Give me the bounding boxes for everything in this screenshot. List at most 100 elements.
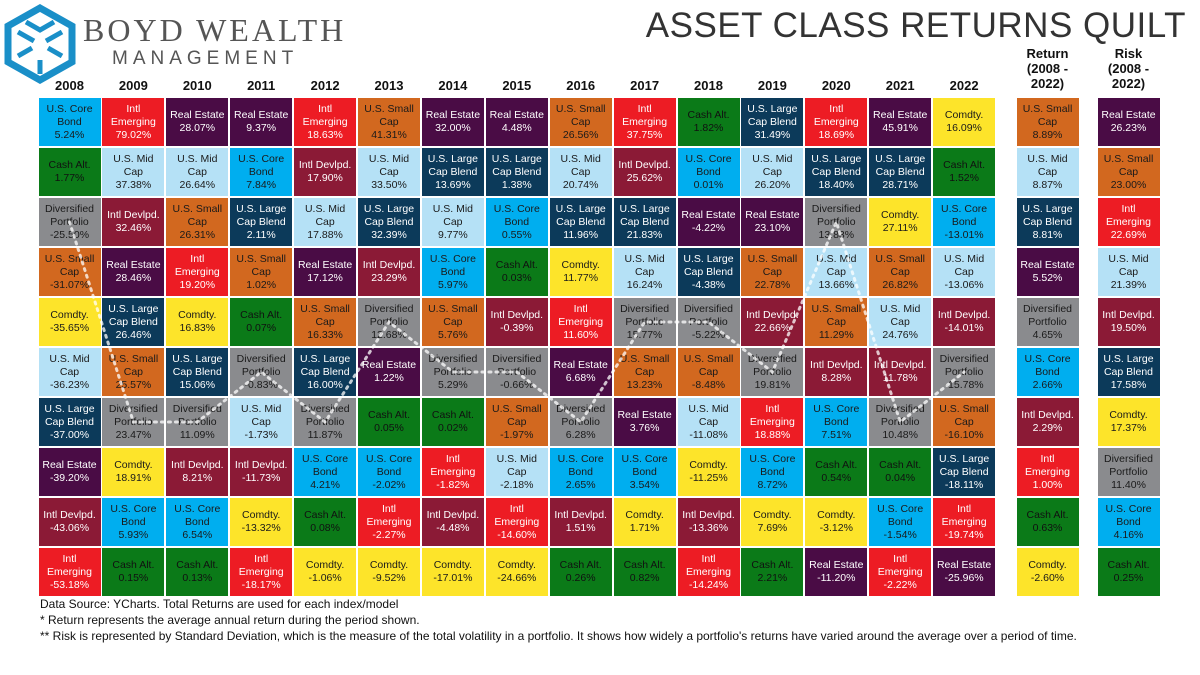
return-value: 17.88% bbox=[307, 228, 343, 241]
return-value: 12.68% bbox=[371, 328, 407, 341]
asset-class-label: Intl Emerging bbox=[1106, 202, 1151, 228]
footnote-return: * Return represents the average annual r… bbox=[40, 613, 420, 627]
asset-class-label: Comdty. bbox=[433, 559, 473, 571]
return-value: 23.00% bbox=[1110, 178, 1147, 191]
asset-class-label: Real Estate bbox=[489, 109, 544, 121]
quilt-cell-dev: Intl Devlpd. -13.36% bbox=[677, 498, 740, 546]
asset-class-label: Cash Alt. bbox=[879, 459, 922, 471]
quilt-cell-dev: Intl Devlpd. -4.48% bbox=[421, 498, 484, 546]
quilt-cell-comdty: Comdty. 18.91% bbox=[102, 448, 165, 496]
return-value: 2.65% bbox=[565, 478, 596, 491]
asset-class-label: Comdty. bbox=[1109, 409, 1148, 421]
asset-class-label: Comdty. bbox=[178, 309, 217, 321]
brand-subtitle: MANAGEMENT bbox=[112, 48, 299, 69]
return-value: 17.12% bbox=[307, 272, 343, 284]
return-value: -37.00% bbox=[49, 428, 90, 441]
quilt-cell-cash: Cash Alt. 0.25% bbox=[1097, 548, 1160, 596]
return-value: 2.21% bbox=[757, 572, 788, 584]
return-value: -16.10% bbox=[944, 428, 984, 441]
return-value: 5.52% bbox=[1032, 272, 1063, 284]
return-value: 26.82% bbox=[882, 278, 918, 291]
quilt-cell-em: Intl Emerging 11.60% bbox=[549, 298, 612, 346]
quilt-cell-mid: U.S. Mid Cap -13.06% bbox=[933, 248, 996, 296]
asset-class-label: Diversified Portfolio bbox=[747, 352, 797, 378]
return-value: -2.27% bbox=[372, 528, 406, 541]
quilt-cell-mid: U.S. Mid Cap 33.50% bbox=[358, 148, 420, 196]
return-value: -13.01% bbox=[944, 228, 984, 241]
return-value: 7.51% bbox=[821, 428, 852, 441]
asset-class-label: U.S. Small Cap bbox=[619, 352, 670, 378]
asset-class-label: Diversified Portfolio bbox=[939, 352, 989, 378]
quilt-cell-re: Real Estate -4.22% bbox=[677, 198, 740, 246]
return-value: 1.00% bbox=[1032, 478, 1063, 491]
quilt-cell-em: Intl Emerging -1.82% bbox=[421, 448, 484, 496]
asset-class-label: Real Estate bbox=[745, 209, 800, 221]
return-value: 24.76% bbox=[882, 328, 918, 341]
quilt-cell-cash: Cash Alt. 0.26% bbox=[549, 548, 612, 596]
asset-class-label: Intl Devlpd. bbox=[490, 309, 544, 321]
return-value: 45.91% bbox=[882, 122, 918, 134]
quilt-cell-large: U.S. Large Cap Blend 2.11% bbox=[230, 198, 293, 246]
asset-class-label: Comdty. bbox=[561, 259, 600, 271]
return-value: 0.02% bbox=[438, 422, 468, 434]
column-header: 2016 bbox=[566, 78, 596, 93]
return-value: 18.40% bbox=[818, 178, 855, 191]
asset-class-label: U.S. Mid Cap bbox=[943, 252, 985, 278]
return-value: 2.66% bbox=[1032, 378, 1063, 391]
return-value: -39.20% bbox=[49, 472, 90, 484]
quilt-cell-cash: Cash Alt. 0.05% bbox=[358, 398, 420, 446]
asset-class-label: Intl Emerging bbox=[174, 252, 220, 278]
asset-class-label: Intl Emerging bbox=[47, 552, 92, 578]
return-value: 17.58% bbox=[1110, 378, 1147, 391]
return-value: 28.07% bbox=[179, 122, 216, 134]
return-value: 17.37% bbox=[1110, 422, 1147, 434]
asset-class-label: Intl Emerging bbox=[1025, 452, 1070, 478]
return-value: 1.71% bbox=[629, 522, 660, 534]
asset-class-label: Intl Devlpd. bbox=[362, 259, 416, 271]
return-value: 0.26% bbox=[565, 572, 596, 584]
return-value: -14.01% bbox=[944, 322, 984, 334]
quilt-cell-mid: U.S. Mid Cap -36.23% bbox=[38, 348, 101, 396]
return-value: 0.05% bbox=[374, 422, 404, 434]
quilt-cell-dev: Intl Devlpd. -0.39% bbox=[485, 298, 548, 346]
return-value: 26.31% bbox=[179, 228, 216, 241]
quilt-cell-mid: U.S. Mid Cap 26.64% bbox=[166, 148, 229, 196]
quilt-cell-div: Diversified Portfolio -25.50% bbox=[38, 198, 101, 246]
return-value: 18.63% bbox=[307, 128, 343, 141]
quilt-cell-comdty: Comdty. -1.06% bbox=[294, 548, 357, 596]
asset-class-label: Real Estate bbox=[42, 459, 97, 471]
asset-class-label: U.S. Small Cap bbox=[108, 352, 159, 378]
return-value: 11.96% bbox=[563, 228, 599, 241]
return-value: -2.02% bbox=[372, 478, 406, 491]
quilt-cell-small: U.S. Small Cap 26.82% bbox=[869, 248, 932, 296]
quilt-cell-large: U.S. Large Cap Blend 11.96% bbox=[549, 198, 612, 246]
asset-class-label: Cash Alt. bbox=[751, 559, 794, 571]
return-value: 6.54% bbox=[182, 528, 213, 541]
quilt-cell-em: Intl Emerging 18.69% bbox=[805, 98, 868, 146]
return-value: -11.25% bbox=[689, 472, 728, 484]
quilt-cell-cash: Cash Alt. 0.15% bbox=[102, 548, 165, 596]
quilt-cell-dev: Intl Devlpd. -11.73% bbox=[230, 448, 293, 496]
quilt-cell-div: Diversified Portfolio 10.48% bbox=[869, 398, 932, 446]
quilt-cell-re: Real Estate -39.20% bbox=[38, 448, 101, 496]
return-value: 6.28% bbox=[565, 428, 596, 441]
quilt-cell-cash: Cash Alt. 0.04% bbox=[869, 448, 932, 496]
return-value: -4.38% bbox=[691, 278, 726, 291]
asset-class-label: U.S. Small Cap bbox=[683, 352, 734, 378]
asset-class-label: Comdty. bbox=[625, 509, 664, 521]
asset-class-label: Diversified Portfolio bbox=[108, 402, 158, 428]
asset-class-label: Cash Alt. bbox=[815, 459, 858, 471]
quilt-cell-cash: Cash Alt. 0.54% bbox=[805, 448, 868, 496]
asset-class-label: Cash Alt. bbox=[1107, 559, 1150, 571]
asset-class-label: Intl Emerging bbox=[941, 502, 987, 528]
quilt-cell-dev: Intl Devlpd. 1.51% bbox=[549, 498, 612, 546]
return-value: 23.29% bbox=[371, 272, 407, 284]
asset-class-label: U.S. Large Cap Blend bbox=[811, 152, 862, 178]
asset-class-label: U.S. Core Bond bbox=[365, 452, 413, 478]
column-header: 2018 bbox=[694, 78, 723, 93]
quilt-cell-mid: U.S. Mid Cap 37.38% bbox=[102, 148, 165, 196]
return-value: 32.46% bbox=[115, 222, 152, 234]
asset-class-label: Diversified Portfolio bbox=[364, 302, 414, 328]
asset-class-label: U.S. Mid Cap bbox=[1027, 152, 1068, 178]
quilt-cell-small: U.S. Small Cap 23.00% bbox=[1097, 148, 1160, 196]
